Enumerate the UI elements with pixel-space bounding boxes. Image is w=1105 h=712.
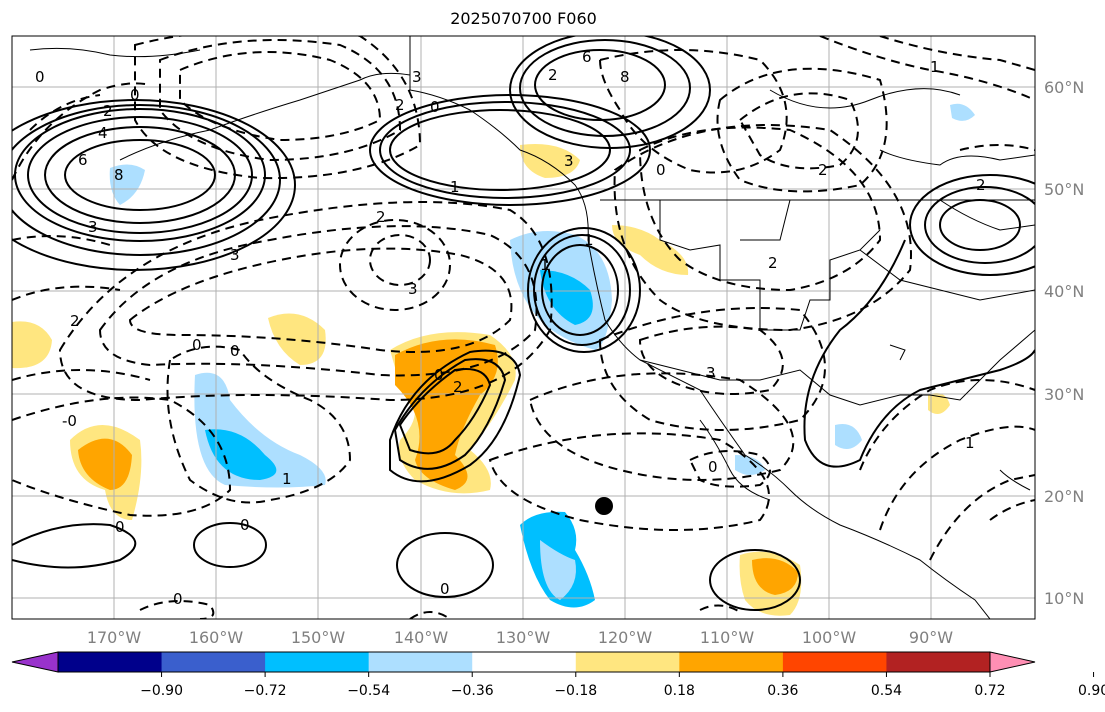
colorbar-segment (679, 652, 784, 672)
svg-text:3: 3 (88, 218, 98, 236)
svg-text:2: 2 (70, 312, 80, 330)
svg-text:0: 0 (173, 590, 183, 608)
lon-label: 160°W (189, 628, 244, 647)
svg-text:3: 3 (706, 364, 716, 382)
lon-label: 110°W (700, 628, 755, 647)
lat-label: 10°N (1044, 589, 1084, 608)
lat-label: 60°N (1044, 78, 1084, 97)
svg-text:0: 0 (115, 518, 125, 536)
lon-label: 120°W (598, 628, 653, 647)
svg-text:0: 0 (440, 580, 450, 598)
graticule (12, 36, 1035, 619)
map-title: 2025070700 F060 (450, 9, 597, 28)
svg-text:1: 1 (584, 231, 594, 249)
svg-text:0: 0 (130, 86, 140, 104)
svg-text:2: 2 (376, 208, 386, 226)
svg-text:1: 1 (540, 256, 550, 274)
lon-label: 100°W (802, 628, 857, 647)
contour-labels: 0 2 4 6 8 0 3 -0 3 8 6 2 2 0 3 2 1 3 2 0… (35, 48, 986, 608)
colorbar-segment (368, 652, 473, 672)
svg-text:0: 0 (230, 342, 240, 360)
colorbar-label: 0.18 (664, 683, 695, 699)
dashed-contours (12, 36, 1035, 619)
colorbar-segment (782, 652, 887, 672)
colorbar-label: 0.90 (1078, 683, 1105, 699)
svg-text:0: 0 (708, 458, 718, 476)
colorbar-extend-low (11, 651, 59, 673)
colorbar-label: 0.36 (767, 683, 798, 699)
svg-text:1: 1 (965, 434, 975, 452)
svg-text:0: 0 (240, 516, 250, 534)
svg-text:3: 3 (412, 68, 422, 86)
svg-text:1: 1 (450, 178, 460, 196)
svg-text:-0: -0 (62, 412, 77, 430)
lon-label: 90°W (909, 628, 953, 647)
colorbar-segment (161, 652, 266, 672)
svg-text:0: 0 (35, 68, 45, 86)
svg-text:3: 3 (230, 246, 240, 264)
svg-text:6: 6 (582, 48, 592, 66)
colorbar-label: −0.72 (244, 683, 287, 699)
svg-text:6: 6 (78, 151, 88, 169)
colorbar-label: 0.54 (871, 683, 902, 699)
svg-text:2: 2 (768, 254, 778, 272)
svg-text:0: 0 (656, 161, 666, 179)
svg-text:8: 8 (114, 166, 124, 184)
colorbar: −0.90 −0.72 −0.54 −0.36 −0.18 0.18 0.36 0.54 0.7… (11, 651, 1105, 699)
svg-text:4: 4 (98, 124, 108, 142)
lat-label: 30°N (1044, 385, 1084, 404)
colorbar-outline (57, 651, 991, 673)
colorbar-segment (575, 652, 680, 672)
svg-text:3: 3 (564, 152, 574, 170)
svg-text:2: 2 (103, 102, 113, 120)
colorbar-segment (58, 652, 163, 672)
lon-label: 170°W (87, 628, 142, 647)
lon-label: 140°W (394, 628, 449, 647)
svg-text:2: 2 (453, 378, 463, 396)
svg-text:2: 2 (818, 161, 828, 179)
colorbar-label: −0.54 (347, 683, 390, 699)
colorbar-label: −0.36 (451, 683, 494, 699)
svg-text:1: 1 (282, 470, 292, 488)
svg-text:0: 0 (430, 98, 440, 116)
colorbar-label: −0.18 (554, 683, 597, 699)
svg-text:0: 0 (192, 336, 202, 354)
svg-text:2: 2 (395, 96, 405, 114)
storm-center-dot (595, 497, 613, 515)
colorbar-segment (472, 652, 577, 672)
svg-text:0: 0 (434, 366, 444, 384)
svg-text:2: 2 (548, 66, 558, 84)
lat-label: 40°N (1044, 282, 1084, 301)
svg-text:2: 2 (976, 176, 986, 194)
colorbar-extend-high (989, 651, 1036, 673)
coastlines (29, 36, 1035, 619)
svg-text:1: 1 (930, 58, 940, 76)
lat-label: 50°N (1044, 180, 1084, 199)
colorbar-segment (265, 652, 370, 672)
svg-text:3: 3 (408, 280, 418, 298)
longitude-labels: 170°W 160°W 150°W 140°W 130°W 120°W 110°… (87, 628, 953, 647)
colorbar-segment (886, 652, 991, 672)
lon-label: 150°W (291, 628, 346, 647)
lat-label: 20°N (1044, 487, 1084, 506)
map-frame (11, 35, 1036, 620)
colorbar-label: 0.72 (974, 683, 1005, 699)
latitude-labels: 60°N 50°N 40°N 30°N 20°N 10°N (1044, 78, 1084, 608)
lon-label: 130°W (496, 628, 551, 647)
colorbar-label: −0.90 (140, 683, 183, 699)
svg-text:8: 8 (620, 68, 630, 86)
